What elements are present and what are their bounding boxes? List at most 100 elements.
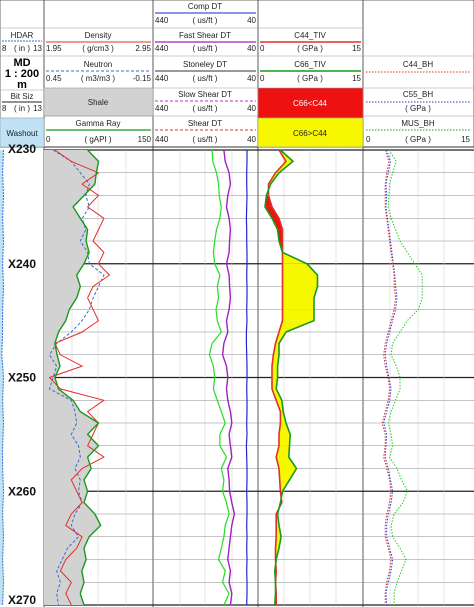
header-col-moduli-bh: C44_BH C55_BH ( GPa ) MUS_BH 0 ( GPa ) 1… bbox=[363, 55, 474, 144]
header-col-porosity: Density 1.95 ( g/cm3 ) 2.95 Neutron 0.45… bbox=[43, 27, 154, 144]
slow-shear-name: Slow Shear DT bbox=[178, 90, 232, 99]
neutron-name: Neutron bbox=[84, 60, 112, 69]
mus-bh-name: MUS_BH bbox=[401, 119, 435, 128]
density-min: 1.95 bbox=[46, 44, 62, 53]
crossover-fill-11 bbox=[282, 275, 318, 287]
fill-areas bbox=[0, 150, 318, 605]
slow-shear-max: 40 bbox=[247, 104, 256, 113]
bitsize-unit: ( in ) bbox=[14, 104, 30, 113]
shear-dt-unit: ( us/ft ) bbox=[193, 135, 218, 144]
c44-tiv-unit: ( GPa ) bbox=[297, 44, 323, 53]
density-max: 2.95 bbox=[135, 44, 151, 53]
hdar-max: 13 bbox=[33, 44, 42, 53]
depth-label-x270: X270 bbox=[8, 593, 36, 607]
washout-label: Washout bbox=[6, 129, 38, 138]
c44-tiv-curve bbox=[267, 149, 287, 605]
c66-lt-swatch bbox=[257, 87, 364, 119]
stoneley-unit: ( us/ft ) bbox=[193, 74, 218, 83]
mus-bh-min: 0 bbox=[366, 135, 371, 144]
c55-bh-curve bbox=[383, 149, 398, 606]
density-curve bbox=[48, 149, 111, 606]
depth-label-x250: X250 bbox=[8, 371, 36, 385]
shale-label: Shale bbox=[88, 98, 109, 107]
c44-tiv-min: 0 bbox=[260, 44, 265, 53]
fast-shear-max: 40 bbox=[247, 44, 256, 53]
crossover-fill-27 bbox=[276, 457, 297, 469]
stoneley-min: 440 bbox=[155, 74, 169, 83]
crossover-fill-14 bbox=[282, 309, 314, 321]
washout-swatch bbox=[0, 117, 45, 148]
crossover-fill-28 bbox=[279, 468, 297, 480]
fast-shear-curve bbox=[221, 149, 236, 606]
mus-bh-max: 15 bbox=[461, 135, 470, 144]
slow-shear-min: 440 bbox=[155, 104, 169, 113]
neutron-unit: ( m3/m3 ) bbox=[81, 74, 116, 83]
hdar-unit: ( in ) bbox=[14, 44, 30, 53]
depth-label-x230: X230 bbox=[8, 142, 36, 156]
density-name: Density bbox=[85, 31, 112, 40]
c66-lt-label: C66<C44 bbox=[293, 99, 328, 108]
crossover-fill-24 bbox=[279, 423, 291, 435]
c55-bh-unit: ( GPa ) bbox=[405, 104, 431, 113]
hdar-curve bbox=[1, 149, 5, 606]
header-col-moduli-tiv: C44_TIV 0 ( GPa ) 15 C66_TIV 0 ( GPa ) 1… bbox=[257, 27, 364, 148]
md-unit: m bbox=[17, 79, 27, 91]
comp-dt-curve bbox=[245, 150, 248, 606]
stoneley-max: 40 bbox=[247, 74, 256, 83]
crossover-fill-13 bbox=[282, 297, 314, 310]
mus-bh-unit: ( GPa ) bbox=[405, 135, 431, 144]
c66-tiv-max: 15 bbox=[352, 74, 361, 83]
bitsize-min: 8 bbox=[2, 104, 7, 113]
c55-bh-name: C55_BH bbox=[403, 90, 433, 99]
md-label: MD bbox=[13, 57, 30, 69]
neutron-min: 0.45 bbox=[46, 74, 62, 83]
comp-dt-unit: ( us/ft ) bbox=[193, 16, 218, 25]
fast-shear-min: 440 bbox=[155, 44, 169, 53]
c66-tiv-unit: ( GPa ) bbox=[297, 74, 323, 83]
hdar-name: HDAR bbox=[11, 31, 34, 40]
comp-dt-max: 40 bbox=[247, 16, 256, 25]
header-col-depth: HDAR 8 ( in ) 13 MD 1 : 200 m Bit Siz 8 … bbox=[0, 27, 45, 148]
crossover-fill-21 bbox=[272, 388, 282, 401]
c66-tiv-min: 0 bbox=[260, 74, 265, 83]
c44-bh-name: C44_BH bbox=[403, 60, 433, 69]
log-body: X230 X240 X250 X260 X270 bbox=[0, 142, 474, 607]
c66-tiv-curve bbox=[264, 149, 319, 606]
gamma-max: 150 bbox=[138, 135, 152, 144]
gamma-min: 0 bbox=[46, 135, 51, 144]
md-scale: 1 : 200 bbox=[5, 68, 39, 80]
header-col-sonic: Comp DT 440 ( us/ft ) 40 Fast Shear DT 4… bbox=[153, 2, 258, 144]
shear-dt-name: Shear DT bbox=[188, 119, 222, 128]
shear-dt-max: 40 bbox=[247, 135, 256, 144]
washout-fill bbox=[0, 150, 4, 605]
crossover-fill-6 bbox=[272, 218, 283, 230]
shale-fill bbox=[44, 150, 101, 605]
bitsize-name: Bit Siz bbox=[11, 92, 34, 101]
stoneley-name: Stoneley DT bbox=[183, 60, 227, 69]
crossover-fill-26 bbox=[276, 445, 290, 458]
crossover-fill-25 bbox=[279, 434, 291, 446]
crossover-fill-19 bbox=[272, 366, 278, 378]
depth-label-x260: X260 bbox=[8, 484, 36, 498]
log-curves bbox=[1, 149, 423, 606]
gamma-unit: ( gAPI ) bbox=[84, 135, 111, 144]
crossover-fill-5 bbox=[265, 206, 279, 219]
comp-dt-name: Comp DT bbox=[188, 2, 222, 11]
shale-swatch bbox=[43, 87, 154, 117]
c66-gt-label: C66>C44 bbox=[293, 129, 328, 138]
bitsize-max: 13 bbox=[33, 104, 42, 113]
mus-bh-curve bbox=[387, 149, 423, 605]
c44-bh-curve bbox=[381, 149, 397, 605]
crossover-fill-12 bbox=[282, 286, 318, 298]
hdar-min: 8 bbox=[2, 44, 7, 53]
depth-labels: X230 X240 X250 X260 X270 bbox=[8, 142, 36, 607]
c44-tiv-name: C44_TIV bbox=[294, 31, 326, 40]
gamma-name: Gamma Ray bbox=[76, 119, 121, 128]
c66-gt-swatch bbox=[257, 117, 364, 148]
depth-grid bbox=[44, 149, 474, 606]
crossover-fill-17 bbox=[273, 343, 279, 355]
comp-dt-min: 440 bbox=[155, 16, 169, 25]
slow-shear-unit: ( us/ft ) bbox=[193, 104, 218, 113]
